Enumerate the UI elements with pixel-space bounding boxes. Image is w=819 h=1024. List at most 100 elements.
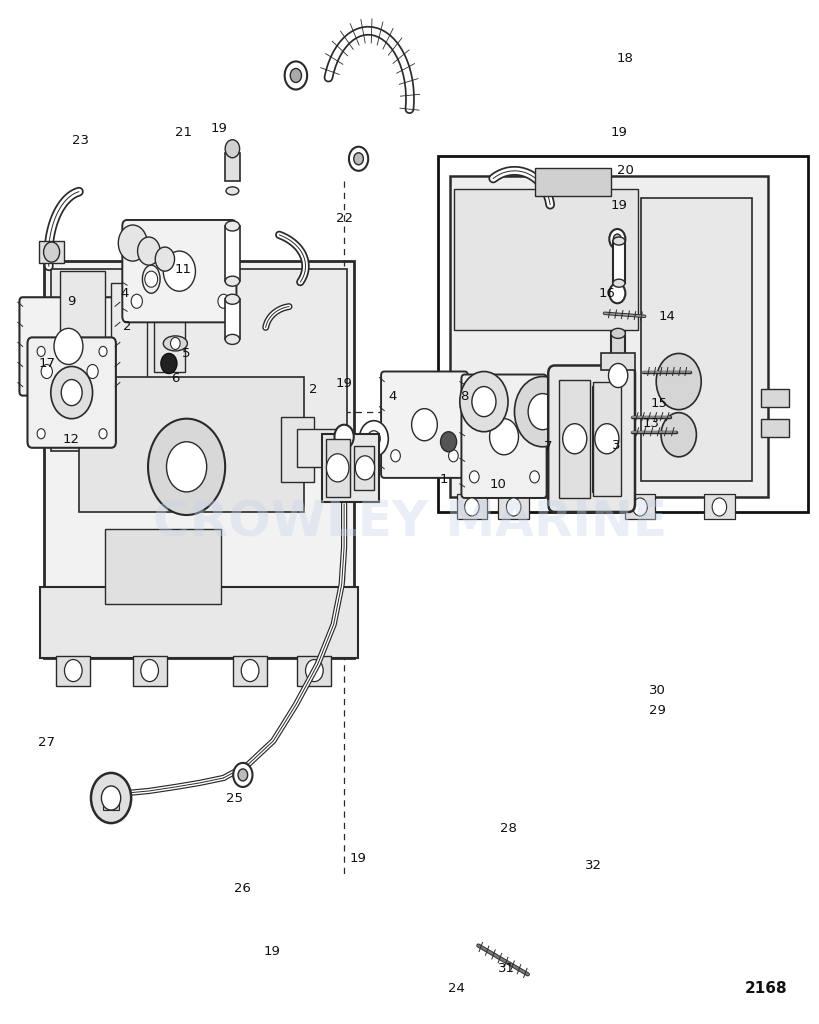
Ellipse shape bbox=[225, 221, 239, 231]
Bar bbox=[111, 284, 147, 384]
FancyBboxPatch shape bbox=[28, 337, 115, 447]
Text: 9: 9 bbox=[66, 295, 75, 308]
Circle shape bbox=[290, 69, 301, 83]
Bar bbox=[325, 438, 349, 497]
Circle shape bbox=[305, 659, 323, 682]
Bar bbox=[456, 494, 486, 519]
Circle shape bbox=[138, 237, 160, 265]
Text: 16: 16 bbox=[598, 287, 614, 300]
Circle shape bbox=[613, 234, 621, 244]
Circle shape bbox=[54, 329, 83, 365]
Bar bbox=[640, 199, 751, 481]
Ellipse shape bbox=[225, 276, 239, 287]
Bar bbox=[534, 168, 610, 196]
FancyBboxPatch shape bbox=[450, 176, 767, 497]
Text: 4: 4 bbox=[120, 287, 129, 300]
Circle shape bbox=[37, 429, 45, 438]
Text: 5: 5 bbox=[182, 347, 191, 360]
Circle shape bbox=[514, 377, 570, 446]
Circle shape bbox=[660, 413, 695, 457]
Text: 25: 25 bbox=[226, 792, 243, 805]
FancyBboxPatch shape bbox=[20, 297, 118, 395]
Circle shape bbox=[131, 294, 143, 308]
Circle shape bbox=[118, 225, 147, 261]
Bar bbox=[133, 655, 166, 686]
Bar bbox=[61, 271, 105, 391]
Bar bbox=[437, 156, 807, 512]
Text: 6: 6 bbox=[171, 372, 179, 385]
Ellipse shape bbox=[610, 329, 625, 338]
Text: 2: 2 bbox=[309, 383, 318, 396]
Bar bbox=[454, 188, 637, 330]
Circle shape bbox=[145, 271, 157, 287]
Text: 21: 21 bbox=[174, 126, 192, 139]
Circle shape bbox=[440, 432, 456, 452]
Circle shape bbox=[609, 284, 625, 303]
Ellipse shape bbox=[163, 336, 188, 351]
Bar bbox=[281, 417, 313, 482]
Bar bbox=[600, 353, 634, 370]
Bar bbox=[225, 299, 239, 339]
Text: 19: 19 bbox=[610, 126, 627, 139]
Bar bbox=[612, 241, 624, 284]
Bar bbox=[105, 529, 221, 604]
Text: 2168: 2168 bbox=[744, 981, 787, 995]
Bar bbox=[233, 655, 267, 686]
Text: 12: 12 bbox=[62, 433, 79, 446]
Text: 24: 24 bbox=[448, 982, 464, 995]
Circle shape bbox=[529, 471, 539, 483]
Bar bbox=[225, 226, 239, 282]
Circle shape bbox=[102, 786, 120, 810]
Circle shape bbox=[155, 247, 174, 271]
Circle shape bbox=[390, 450, 400, 462]
Circle shape bbox=[355, 456, 374, 480]
Circle shape bbox=[349, 146, 368, 171]
Text: 3: 3 bbox=[612, 439, 620, 453]
FancyBboxPatch shape bbox=[548, 366, 634, 512]
Bar bbox=[225, 153, 239, 181]
Circle shape bbox=[655, 353, 700, 410]
FancyBboxPatch shape bbox=[51, 269, 347, 452]
Circle shape bbox=[91, 773, 131, 823]
Circle shape bbox=[562, 424, 586, 454]
Circle shape bbox=[367, 431, 380, 446]
Bar bbox=[38, 241, 65, 263]
Text: 19: 19 bbox=[349, 852, 366, 864]
Bar bbox=[297, 655, 331, 686]
Text: 28: 28 bbox=[499, 821, 516, 835]
Bar bbox=[297, 429, 342, 467]
Circle shape bbox=[37, 346, 45, 356]
Bar bbox=[704, 494, 734, 519]
Circle shape bbox=[506, 498, 520, 516]
Ellipse shape bbox=[612, 280, 624, 287]
Circle shape bbox=[238, 769, 247, 781]
Text: 30: 30 bbox=[649, 684, 665, 697]
Circle shape bbox=[65, 659, 82, 682]
FancyBboxPatch shape bbox=[40, 588, 357, 657]
Ellipse shape bbox=[143, 265, 160, 293]
Circle shape bbox=[225, 139, 239, 158]
Text: 17: 17 bbox=[38, 357, 55, 370]
Bar bbox=[610, 332, 625, 380]
Circle shape bbox=[448, 450, 458, 462]
Circle shape bbox=[41, 365, 52, 379]
Circle shape bbox=[99, 346, 107, 356]
Bar bbox=[103, 798, 119, 810]
Bar bbox=[498, 494, 528, 519]
Text: 23: 23 bbox=[72, 134, 89, 147]
Text: 19: 19 bbox=[210, 122, 227, 135]
Circle shape bbox=[359, 421, 388, 457]
Text: 31: 31 bbox=[497, 963, 514, 975]
Circle shape bbox=[411, 409, 437, 440]
Circle shape bbox=[233, 763, 252, 787]
Bar bbox=[154, 287, 185, 372]
Text: 7: 7 bbox=[543, 440, 552, 454]
Ellipse shape bbox=[225, 335, 239, 344]
Text: 13: 13 bbox=[642, 417, 658, 430]
Circle shape bbox=[148, 419, 225, 515]
Bar bbox=[353, 445, 373, 489]
Text: 26: 26 bbox=[234, 882, 251, 895]
Bar bbox=[592, 382, 621, 496]
Text: 15: 15 bbox=[649, 397, 667, 411]
Circle shape bbox=[353, 153, 363, 165]
